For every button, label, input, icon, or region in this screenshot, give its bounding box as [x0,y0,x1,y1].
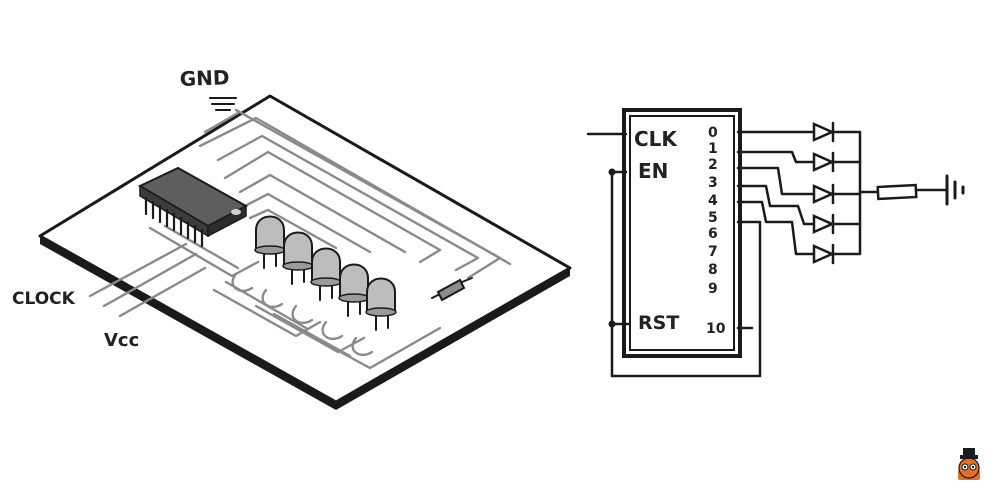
output-label-1: 1 [708,141,718,157]
led-2 [282,231,314,285]
diode-4 [812,213,836,235]
output-label-5: 5 [708,210,718,226]
ground-symbol [945,174,965,206]
diode-5 [812,243,836,265]
circuit-board: GND CLOCK Vcc [12,65,572,410]
gnd-symbol [209,97,237,111]
pin-en-label: EN [638,159,668,183]
output-label-6: 6 [708,226,718,242]
output-label-4: 4 [708,193,718,209]
output-wires [736,130,816,256]
led-4 [338,263,370,317]
board-edge [40,236,336,410]
mascot-icon [958,448,980,480]
led-3 [310,247,342,301]
led-row [254,215,397,331]
output-label-8: 8 [708,262,718,278]
enable-reset-wire [608,168,762,378]
diode-3 [812,183,836,205]
led-1 [254,215,286,269]
output-pin-labels: 0 1 2 3 4 5 6 7 8 9 10 [706,125,726,337]
board-edge-right [336,268,570,410]
output-label-7: 7 [708,244,718,260]
ic-chip [137,166,249,248]
schematic-resistor [858,183,948,201]
pin-clk-label: CLK [634,127,678,151]
diode-stack [812,121,862,265]
pin-rst-label: RST [638,312,679,334]
vcc-label: Vcc [104,330,139,351]
counter-ic-outline [622,108,742,358]
output-label-9: 9 [708,281,718,297]
led-5 [365,277,397,331]
board-resistor [431,277,473,302]
output-label-10: 10 [706,321,726,337]
output-label-0: 0 [708,125,718,141]
clock-label: CLOCK [12,289,76,309]
board-traces [88,108,512,370]
schematic: CLK EN RST 0 1 2 3 4 5 6 7 8 9 10 [586,108,965,378]
output-label-3: 3 [708,175,718,191]
output-label-2: 2 [708,157,718,173]
diode-1 [812,121,836,143]
gnd-label: GND [179,65,230,91]
diode-2 [812,151,836,173]
counter-ic-inner [629,115,735,351]
